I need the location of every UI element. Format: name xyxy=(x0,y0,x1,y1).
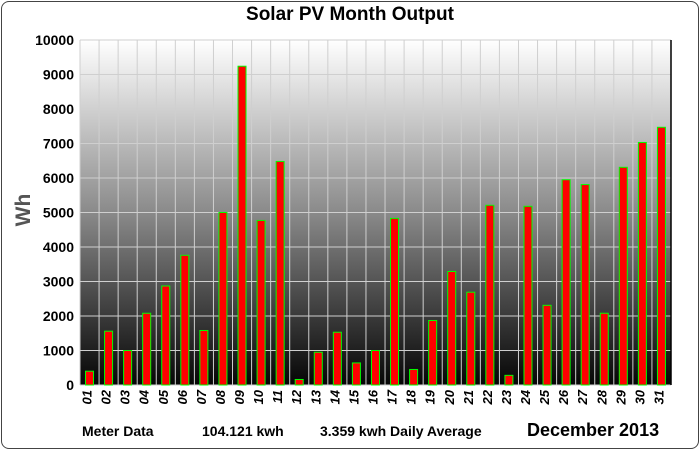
bar-day-02 xyxy=(104,330,114,386)
bar-day-09 xyxy=(237,65,247,386)
x-tick-label: 23 xyxy=(499,389,514,405)
bar-day-13 xyxy=(313,351,323,386)
x-tick-label: 21 xyxy=(461,390,476,405)
x-tick-label: 10 xyxy=(251,389,266,404)
x-tick-label: 27 xyxy=(575,389,590,405)
y-tick-label: 8000 xyxy=(43,101,74,117)
x-tick-label: 08 xyxy=(213,389,228,404)
x-tick-label: 31 xyxy=(651,390,666,404)
y-tick-label: 1000 xyxy=(43,343,74,359)
y-tick-label: 10000 xyxy=(35,32,74,48)
x-tick-label: 29 xyxy=(613,389,628,405)
y-tick-label: 7000 xyxy=(43,136,74,152)
bar-day-25 xyxy=(542,304,552,386)
total-output: 104.121 kwh xyxy=(202,423,284,439)
chart-title: Solar PV Month Output xyxy=(246,4,454,25)
bar-day-18 xyxy=(409,368,419,386)
bar-day-22 xyxy=(485,204,495,386)
month-label: December 2013 xyxy=(527,420,660,440)
x-tick-label: 12 xyxy=(289,389,304,404)
bar-day-29 xyxy=(618,166,628,386)
bar-day-23 xyxy=(504,374,514,386)
x-tick-label: 09 xyxy=(232,389,247,404)
x-tick-label: 14 xyxy=(327,389,342,404)
bar-day-31 xyxy=(656,126,666,386)
daily-average: 3.359 kwh Daily Average xyxy=(320,423,482,439)
x-tick-label: 22 xyxy=(480,389,495,405)
y-tick-label: 9000 xyxy=(43,67,74,83)
bar-day-30 xyxy=(637,141,647,386)
x-tick-label: 26 xyxy=(556,389,571,405)
y-tick-label: 4000 xyxy=(43,239,74,255)
bar-day-26 xyxy=(561,179,571,386)
x-tick-label: 13 xyxy=(308,389,323,404)
x-tick-label: 16 xyxy=(366,389,381,404)
bar-day-16 xyxy=(370,350,380,386)
bar-day-20 xyxy=(447,270,457,386)
x-tick-label: 20 xyxy=(442,389,457,405)
x-tick-label: 15 xyxy=(346,389,361,404)
x-tick-label: 01 xyxy=(80,390,95,404)
bar-day-27 xyxy=(580,184,590,386)
bar-day-05 xyxy=(161,285,171,386)
bar-day-21 xyxy=(466,291,476,386)
x-tick-label: 17 xyxy=(385,389,400,404)
bar-day-08 xyxy=(218,212,228,386)
bar-day-11 xyxy=(275,160,285,386)
y-tick-label: 0 xyxy=(66,377,74,393)
bar-day-17 xyxy=(390,217,400,386)
x-tick-label: 18 xyxy=(404,389,419,404)
y-tick-label: 3000 xyxy=(43,274,74,290)
bar-day-07 xyxy=(199,329,209,386)
x-tick-label: 25 xyxy=(537,389,552,405)
bar-day-15 xyxy=(351,362,361,386)
x-tick-label: 19 xyxy=(423,389,438,404)
bar-day-24 xyxy=(523,205,533,386)
bar-day-01 xyxy=(85,370,94,386)
x-tick-label: 07 xyxy=(194,389,209,404)
x-tick-label: 04 xyxy=(137,389,152,404)
y-tick-label: 2000 xyxy=(43,308,74,324)
bar-day-04 xyxy=(142,312,152,386)
x-tick-label: 06 xyxy=(175,389,190,404)
x-tick-label: 02 xyxy=(99,389,114,404)
bar-day-10 xyxy=(256,219,266,386)
x-tick-label: 30 xyxy=(632,389,647,404)
bar-day-14 xyxy=(332,331,342,386)
meter-data-label: Meter Data xyxy=(82,423,154,439)
x-tick-label: 11 xyxy=(270,390,285,404)
x-tick-label: 05 xyxy=(156,389,171,404)
y-tick-label: 6000 xyxy=(43,170,74,186)
bar-day-06 xyxy=(180,254,190,386)
x-tick-label: 28 xyxy=(594,389,609,405)
bar-day-19 xyxy=(428,319,438,386)
bar-day-28 xyxy=(599,312,609,386)
bar-day-03 xyxy=(123,350,133,386)
x-tick-label: 03 xyxy=(118,389,133,404)
x-tick-label: 24 xyxy=(518,389,533,405)
bar-day-12 xyxy=(294,378,304,386)
y-tick-label: 5000 xyxy=(43,205,74,221)
